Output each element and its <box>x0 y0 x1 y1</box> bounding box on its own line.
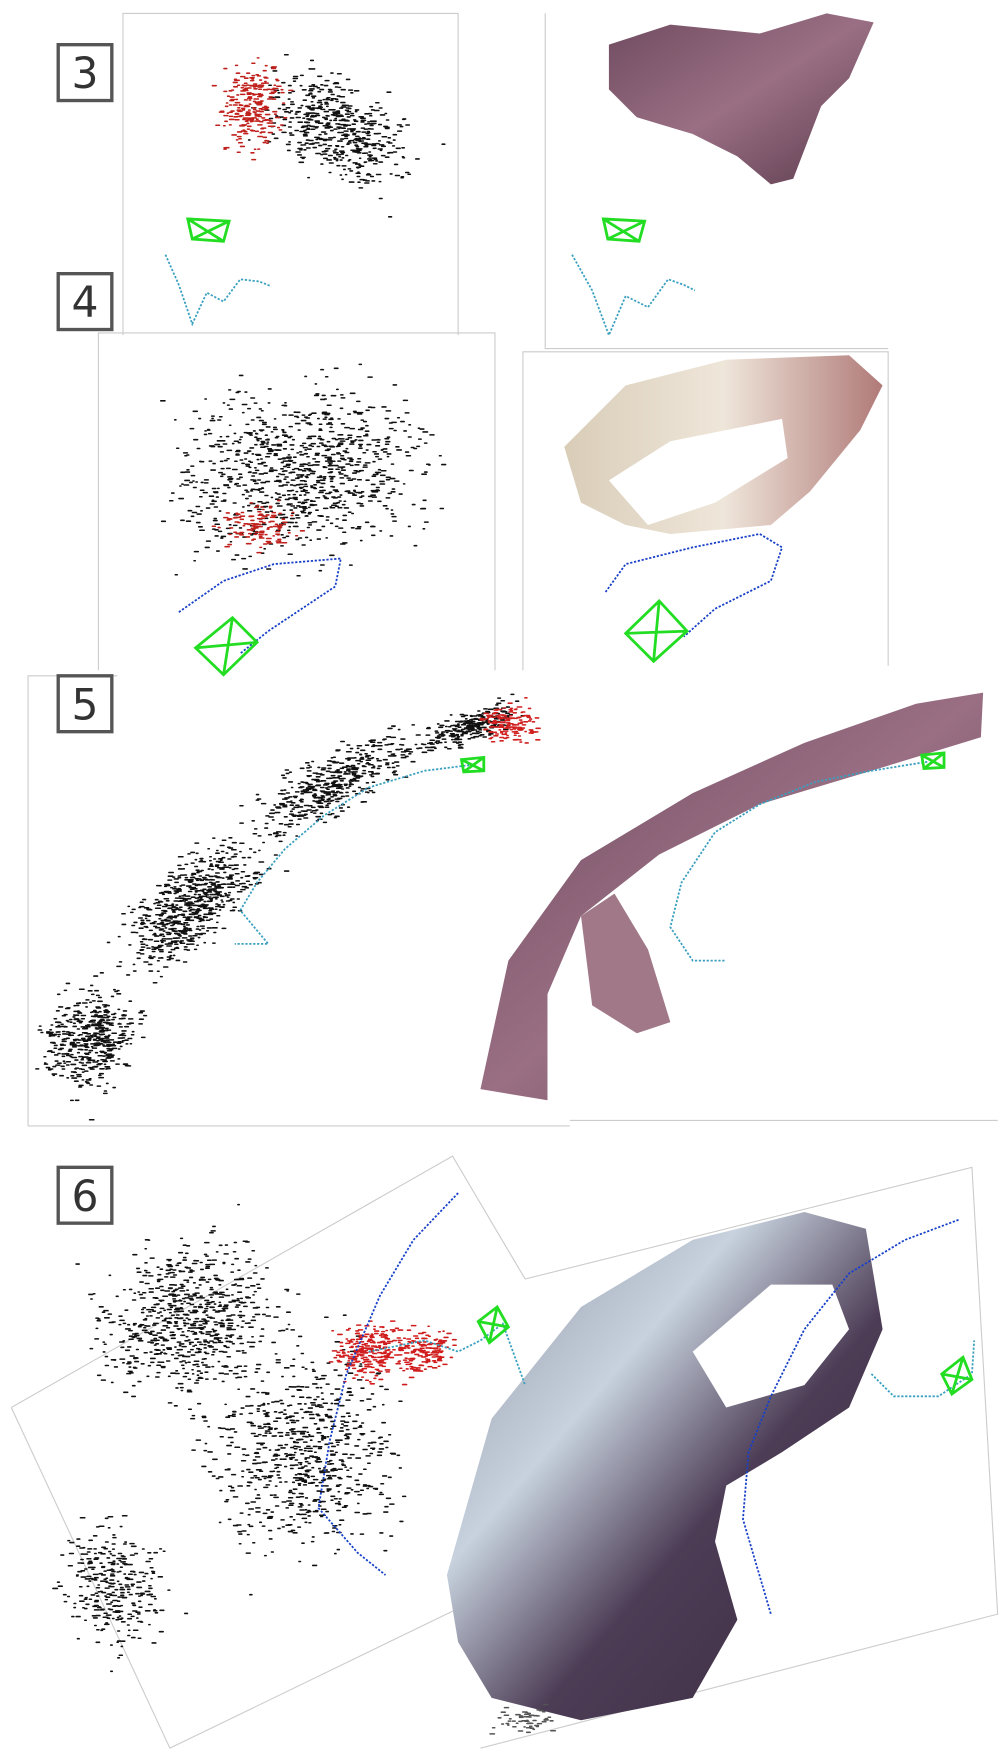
frame <box>98 333 495 670</box>
point-cloud <box>76 1205 300 1416</box>
trajectory <box>179 559 341 654</box>
trajectory <box>318 1193 458 1575</box>
point-cloud <box>161 364 446 575</box>
panel-label: 4 <box>72 279 99 328</box>
point-cloud <box>107 836 288 983</box>
panel-label: 3 <box>72 50 99 99</box>
point-cloud <box>240 725 432 842</box>
camera <box>461 757 483 772</box>
camera <box>188 219 229 241</box>
trajectory <box>606 534 782 637</box>
trajectory <box>165 255 270 324</box>
panel-label: 5 <box>72 681 99 730</box>
camera <box>603 219 644 241</box>
point-cloud <box>36 973 147 1120</box>
surface <box>480 693 983 1101</box>
trajectory <box>235 765 470 944</box>
surface <box>609 13 874 184</box>
surface <box>581 894 670 1034</box>
trajectory <box>572 255 695 335</box>
point-cloud <box>395 1326 456 1377</box>
page: 3 4 5 6 (() => { const data = JSON.parse… <box>0 0 1000 1756</box>
camera <box>196 618 257 675</box>
frame <box>11 1156 525 1748</box>
panel-label: 6 <box>72 1173 99 1222</box>
camera <box>478 1307 508 1343</box>
camera <box>626 601 687 661</box>
camera <box>922 753 944 769</box>
point-cloud <box>480 698 540 743</box>
figure: 3 4 5 6 <box>0 0 1000 1756</box>
camera <box>942 1357 972 1394</box>
surfaces <box>447 13 983 1720</box>
